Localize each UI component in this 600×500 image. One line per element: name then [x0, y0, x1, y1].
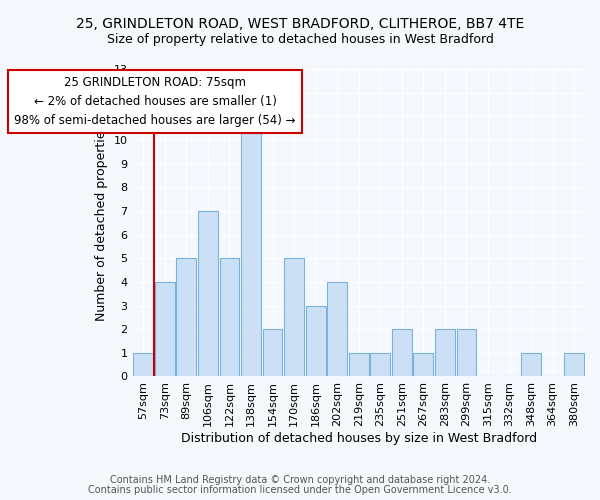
- Bar: [220, 258, 239, 376]
- Bar: [284, 258, 304, 376]
- Bar: [198, 211, 218, 376]
- Bar: [306, 306, 326, 376]
- Bar: [133, 353, 153, 376]
- X-axis label: Distribution of detached houses by size in West Bradford: Distribution of detached houses by size …: [181, 432, 537, 445]
- Bar: [521, 353, 541, 376]
- Y-axis label: Number of detached properties: Number of detached properties: [95, 124, 108, 321]
- Bar: [327, 282, 347, 376]
- Text: Size of property relative to detached houses in West Bradford: Size of property relative to detached ho…: [107, 32, 493, 46]
- Text: 25, GRINDLETON ROAD, WEST BRADFORD, CLITHEROE, BB7 4TE: 25, GRINDLETON ROAD, WEST BRADFORD, CLIT…: [76, 18, 524, 32]
- Text: 25 GRINDLETON ROAD: 75sqm
← 2% of detached houses are smaller (1)
98% of semi-de: 25 GRINDLETON ROAD: 75sqm ← 2% of detach…: [14, 76, 296, 127]
- Bar: [263, 329, 283, 376]
- Bar: [155, 282, 175, 376]
- Bar: [435, 329, 455, 376]
- Bar: [413, 353, 433, 376]
- Text: Contains public sector information licensed under the Open Government Licence v3: Contains public sector information licen…: [88, 485, 512, 495]
- Text: Contains HM Land Registry data © Crown copyright and database right 2024.: Contains HM Land Registry data © Crown c…: [110, 475, 490, 485]
- Bar: [176, 258, 196, 376]
- Bar: [241, 116, 261, 376]
- Bar: [392, 329, 412, 376]
- Bar: [457, 329, 476, 376]
- Bar: [370, 353, 390, 376]
- Bar: [349, 353, 368, 376]
- Bar: [565, 353, 584, 376]
